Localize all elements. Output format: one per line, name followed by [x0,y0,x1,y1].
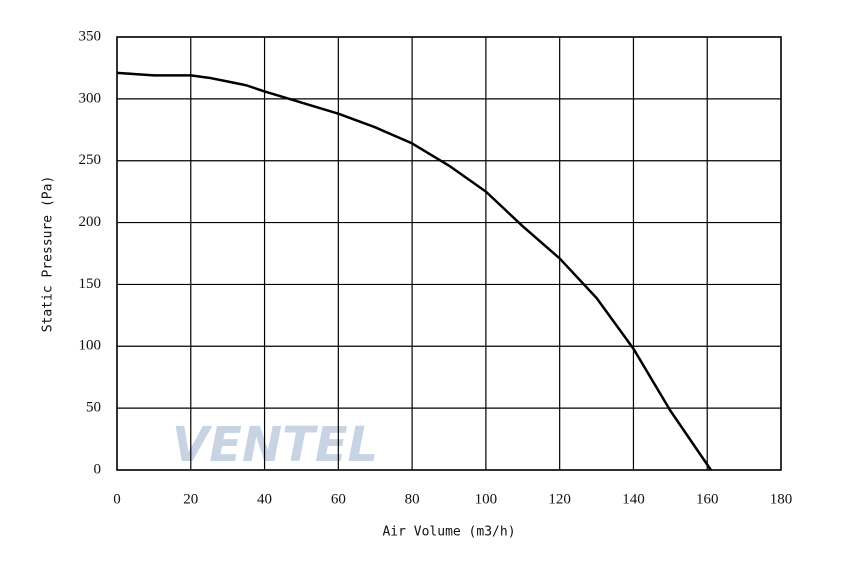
x-tick-label: 80 [405,491,420,507]
plot-border [116,36,782,471]
y-tick-label: 300 [79,90,102,106]
x-tick-label: 60 [331,491,346,507]
x-tick-label: 0 [113,491,121,507]
y-tick-label: 50 [86,400,101,416]
watermark: VENTEL [172,417,378,473]
x-tick-label: 140 [622,491,645,507]
y-axis-title: Static Pressure (Pa) [41,176,56,333]
y-tick-label: 150 [79,276,102,292]
y-tick-label: 350 [79,28,102,44]
x-tick-label: 20 [183,491,198,507]
y-tick-label: 0 [94,461,102,477]
curve [116,71,712,471]
x-tick-label: 100 [475,491,498,507]
y-tick-label: 250 [79,152,102,168]
x-tick-label: 180 [770,491,793,507]
y-tick-label: 100 [79,338,102,354]
x-axis-title: Air Volume (m3/h) [382,525,515,540]
x-tick-label: 160 [696,491,719,507]
y-tick-label: 200 [79,214,102,230]
x-tick-label: 120 [548,491,571,507]
x-tick-label: 40 [257,491,272,507]
